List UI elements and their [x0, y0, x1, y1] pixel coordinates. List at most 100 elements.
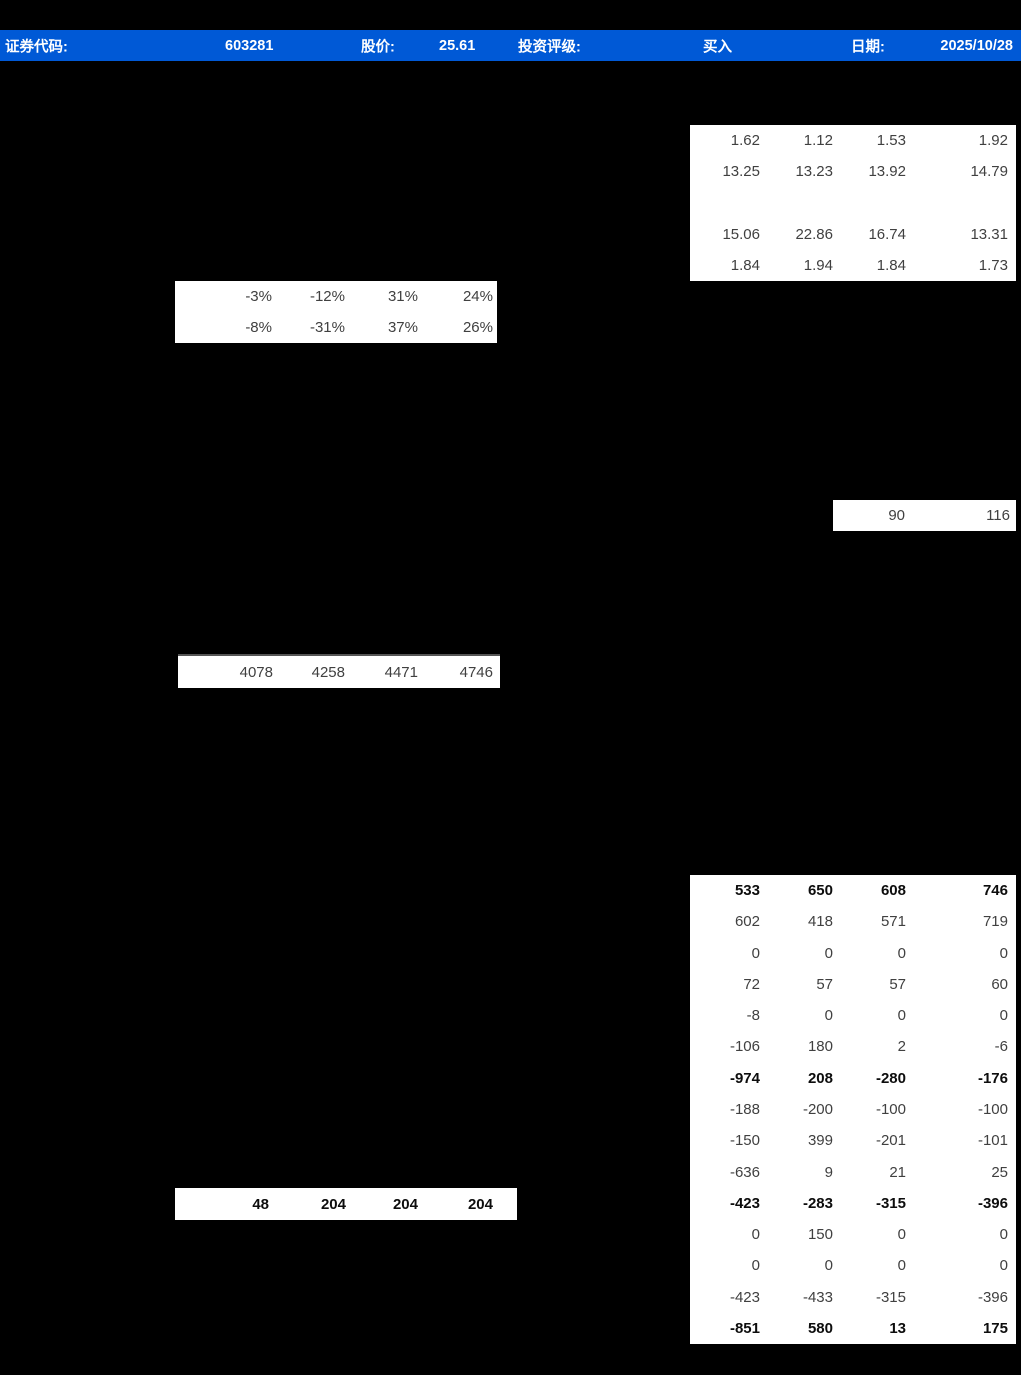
table-cell: 650	[807, 882, 833, 900]
table-cell: 0	[897, 1007, 906, 1025]
table-cell: 0	[999, 944, 1008, 962]
table-cell: 13.25	[722, 163, 760, 181]
table-cell: 60	[991, 975, 1008, 993]
table-cell: 4746	[459, 663, 493, 681]
table-cell: 571	[880, 913, 906, 931]
top-left-pct-table: -3% -12% 31% 24% -8% -31% 37% 26%	[175, 281, 497, 343]
stock-price-value: 25.61	[439, 37, 476, 54]
table-cell: -315	[875, 1288, 906, 1306]
rating-value: 买入	[703, 39, 732, 55]
stock-price-label: 股价:	[361, 39, 395, 55]
table-cell: 15.06	[722, 225, 760, 243]
table-cell: 0	[897, 1257, 906, 1275]
table-cell: 90	[888, 507, 905, 524]
table-cell: 21	[889, 1163, 906, 1181]
bottom-left-strip: 48 204 204 204	[175, 1188, 517, 1220]
table-cell: 2	[897, 1038, 906, 1056]
table-cell: 418	[807, 913, 833, 931]
table-cell: 22.86	[795, 225, 833, 243]
date-value: 2025/10/28	[940, 37, 1013, 54]
table-cell: -200	[802, 1100, 833, 1118]
table-cell: -188	[729, 1100, 760, 1118]
table-cell: 1.94	[803, 256, 833, 274]
table-cell: 24%	[462, 288, 493, 305]
table-cell: 116	[986, 507, 1010, 524]
security-code-label: 证券代码:	[5, 39, 68, 55]
table-cell: 13.23	[795, 163, 833, 181]
table-cell: 4471	[384, 663, 418, 681]
table-cell: 37%	[387, 319, 418, 336]
table-cell: -423	[729, 1288, 760, 1306]
table-cell: -315	[875, 1194, 906, 1212]
table-cell: -12%	[309, 288, 345, 305]
table-cell: 208	[807, 1069, 833, 1087]
table-cell: 9	[824, 1163, 833, 1181]
table-cell: 1.73	[978, 256, 1008, 274]
table-cell: 746	[982, 882, 1008, 900]
table-cell: -8%	[245, 319, 272, 336]
table-cell: 602	[734, 913, 760, 931]
table-cell: 4078	[239, 663, 273, 681]
table-cell: 0	[824, 1007, 833, 1025]
table-cell: 0	[751, 1226, 760, 1244]
table-cell: 26%	[462, 319, 493, 336]
table-cell: 608	[880, 882, 906, 900]
table-cell: 204	[467, 1195, 493, 1213]
table-cell: -100	[875, 1100, 906, 1118]
table-cell	[833, 187, 906, 218]
table-cell: 14.79	[970, 163, 1008, 181]
table-cell: 204	[320, 1195, 346, 1213]
table-cell: 13.92	[868, 163, 906, 181]
security-code-value: 603281	[225, 37, 274, 54]
table-cell: -31%	[309, 319, 345, 336]
table-cell: 150	[807, 1226, 833, 1244]
table-cell: 13.31	[970, 225, 1008, 243]
table-cell: 1.12	[803, 132, 833, 150]
table-cell: 16.74	[868, 225, 906, 243]
table-cell: 533	[734, 882, 760, 900]
table-cell: -396	[977, 1194, 1008, 1212]
table-cell: 0	[751, 944, 760, 962]
table-cell: -433	[802, 1288, 833, 1306]
table-cell	[690, 187, 760, 218]
table-cell: -6	[994, 1038, 1008, 1056]
table-cell: 48	[252, 1195, 269, 1213]
table-cell: 31%	[387, 288, 418, 305]
table-cell: 1.84	[730, 256, 760, 274]
table-cell: 0	[999, 1257, 1008, 1275]
table-cell: 13	[889, 1319, 906, 1337]
table-cell: -280	[875, 1069, 906, 1087]
table-cell: 0	[824, 944, 833, 962]
date-label: 日期:	[851, 39, 885, 55]
table-cell: 25	[991, 1163, 1008, 1181]
table-cell: -396	[977, 1288, 1008, 1306]
table-cell: 72	[743, 975, 760, 993]
table-cell: -8	[746, 1007, 760, 1025]
table-cell: 180	[807, 1038, 833, 1056]
table-cell: 1.62	[730, 132, 760, 150]
table-cell: 0	[999, 1007, 1008, 1025]
table-cell: 580	[807, 1319, 833, 1337]
table-cell: -150	[729, 1132, 760, 1150]
table-cell: -100	[977, 1100, 1008, 1118]
table-cell: 204	[392, 1195, 418, 1213]
table-cell: -176	[977, 1069, 1008, 1087]
table-cell: -101	[977, 1132, 1008, 1150]
left-strip-4078: 4078 4258 4471 4746	[178, 654, 500, 688]
table-cell: -636	[729, 1163, 760, 1181]
table-cell	[760, 187, 833, 218]
report-header-bar: 证券代码: 603281 股价: 25.61 投资评级: 买入 日期: 2025…	[0, 30, 1021, 61]
table-cell: 719	[982, 913, 1008, 931]
table-cell: 4258	[311, 663, 345, 681]
table-cell: -851	[729, 1319, 760, 1337]
table-cell: 1.53	[876, 132, 906, 150]
table-cell: 1.84	[876, 256, 906, 274]
table-cell: -106	[729, 1038, 760, 1056]
table-cell: 57	[889, 975, 906, 993]
table-cell: -974	[729, 1069, 760, 1087]
table-cell: 399	[807, 1132, 833, 1150]
table-cell: -283	[802, 1194, 833, 1212]
bottom-right-table: 533 650 608 746 602 418 571 719 0 0 0 0 72 57 57 60 -8 0 0…	[690, 875, 1016, 1344]
table-cell: 0	[751, 1257, 760, 1275]
table-cell	[906, 187, 1016, 218]
